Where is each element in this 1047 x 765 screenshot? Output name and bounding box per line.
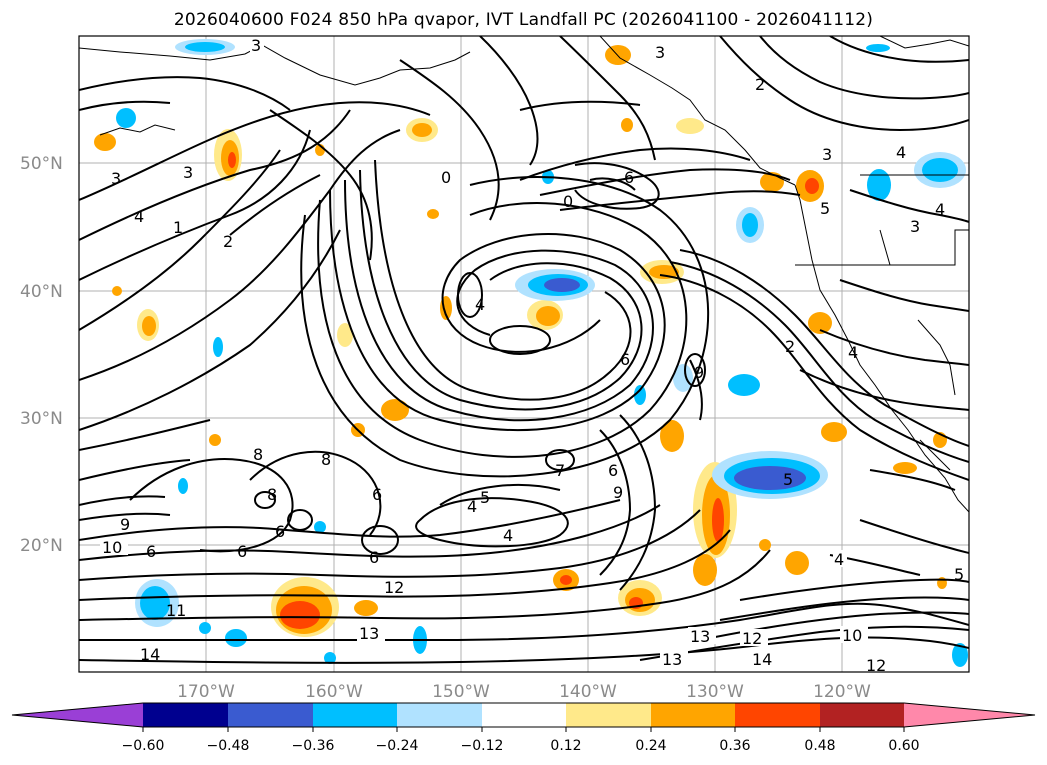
contour-label: 6 [372, 485, 382, 504]
contour-label: 4 [134, 207, 144, 226]
colorbar-bin [228, 703, 313, 727]
contour-label: 0 [563, 192, 573, 211]
contour-label: 3 [183, 163, 193, 182]
colorbar-bin [482, 703, 566, 727]
contour-label: 3 [111, 169, 121, 188]
contour-label: 6 [620, 350, 630, 369]
contour-label: 12 [384, 578, 404, 597]
colorbar-tick-label: −0.60 [122, 738, 165, 754]
contour-label: 6 [237, 542, 247, 561]
contour-label: 6 [608, 461, 618, 480]
contour-label: 4 [935, 200, 945, 219]
contour-label-group: 3 3 2 3 3 4 1 2 0 0 4 6 9 6 3 4 2 5 3 4 … [100, 36, 964, 675]
contour-label: 12 [866, 656, 886, 675]
contour-label: 5 [954, 565, 964, 584]
colorbar-tick-label: −0.12 [461, 738, 504, 754]
colorbar-tick-label: 0.36 [719, 738, 750, 754]
lon-label: 150°W [432, 682, 490, 702]
contour-label: 6 [146, 542, 156, 561]
colorbar-tick-label: 0.12 [550, 738, 581, 754]
colorbar-extend-high [904, 703, 1035, 727]
lat-label: 40°N [20, 282, 63, 302]
contour-label: 8 [267, 485, 277, 504]
contour-label: 3 [655, 43, 665, 62]
contour-label: 2 [785, 337, 795, 356]
contour-label: 4 [467, 497, 477, 516]
contour-label: 14 [140, 645, 160, 664]
lon-label: 130°W [686, 682, 744, 702]
lon-label: 140°W [559, 682, 617, 702]
latitude-axis: 50°N 40°N 30°N 20°N [20, 154, 63, 556]
contour-label: 13 [359, 624, 379, 643]
colorbar-bin [143, 703, 228, 727]
colorbar-tick-label: 0.48 [804, 738, 835, 754]
contour-label: 8 [253, 445, 263, 464]
colorbar-tick-label: −0.48 [207, 738, 250, 754]
map-title: 2026040600 F024 850 hPa qvapor, IVT Land… [173, 10, 874, 30]
colorbar-bin [820, 703, 904, 727]
contour-label: 12 [742, 629, 762, 648]
contour-label: 4 [848, 343, 858, 362]
colorbar-tick-label: 0.24 [635, 738, 666, 754]
contour-label: 2 [223, 232, 233, 251]
filled-anomaly-patches [94, 39, 968, 667]
contour-label: 11 [166, 601, 186, 620]
contour-label: 13 [690, 627, 710, 646]
contour-label: 0 [441, 168, 451, 187]
colorbar-bin [313, 703, 397, 727]
contour-label: 4 [503, 526, 513, 545]
contour-label: 9 [120, 515, 130, 534]
lat-label: 50°N [20, 154, 63, 174]
contour-label: 3 [910, 217, 920, 236]
contour-label: 14 [752, 650, 772, 669]
coastlines [79, 36, 969, 513]
contour-label: 7 [555, 461, 565, 480]
contour-label: 3 [822, 145, 832, 164]
lat-label: 30°N [20, 409, 63, 429]
contour-label: 5 [480, 488, 490, 507]
contour-label: 13 [662, 650, 682, 669]
contour-label: 4 [896, 143, 906, 162]
colorbar-bin [651, 703, 735, 727]
contour-label: 3 [251, 36, 261, 55]
lon-label: 160°W [305, 682, 363, 702]
contour-label: 5 [820, 199, 830, 218]
colorbar-tick-label: −0.24 [376, 738, 419, 754]
contour-label: 6 [275, 522, 285, 541]
contour-label: 8 [321, 450, 331, 469]
contour-label: 4 [834, 550, 844, 569]
contour-label: 6 [624, 168, 634, 187]
contour-label: 4 [475, 295, 485, 314]
colorbar-bin [566, 703, 651, 727]
colorbar-extend-low [12, 703, 143, 727]
lon-label: 120°W [813, 682, 871, 702]
contour-label: 10 [102, 538, 122, 557]
lat-label: 20°N [20, 536, 63, 556]
colorbar-bin [735, 703, 820, 727]
lon-label: 170°W [177, 682, 235, 702]
colorbar: −0.60 −0.48 −0.36 −0.24 −0.12 0.12 0.24 … [11, 702, 1036, 754]
contour-label: 10 [842, 626, 862, 645]
colorbar-tick-label: −0.36 [292, 738, 335, 754]
colorbar-bin [397, 703, 482, 727]
longitude-axis: 170°W 160°W 150°W 140°W 130°W 120°W [177, 682, 871, 702]
colorbar-tick-label: 0.60 [888, 738, 919, 754]
contour-label: 2 [755, 75, 765, 94]
contour-label: 5 [783, 470, 793, 489]
contour-label: 9 [694, 363, 704, 382]
contour-label: 6 [369, 548, 379, 567]
contour-label: 1 [173, 218, 183, 237]
contour-label: 9 [613, 483, 623, 502]
plot-frame [78, 35, 970, 673]
